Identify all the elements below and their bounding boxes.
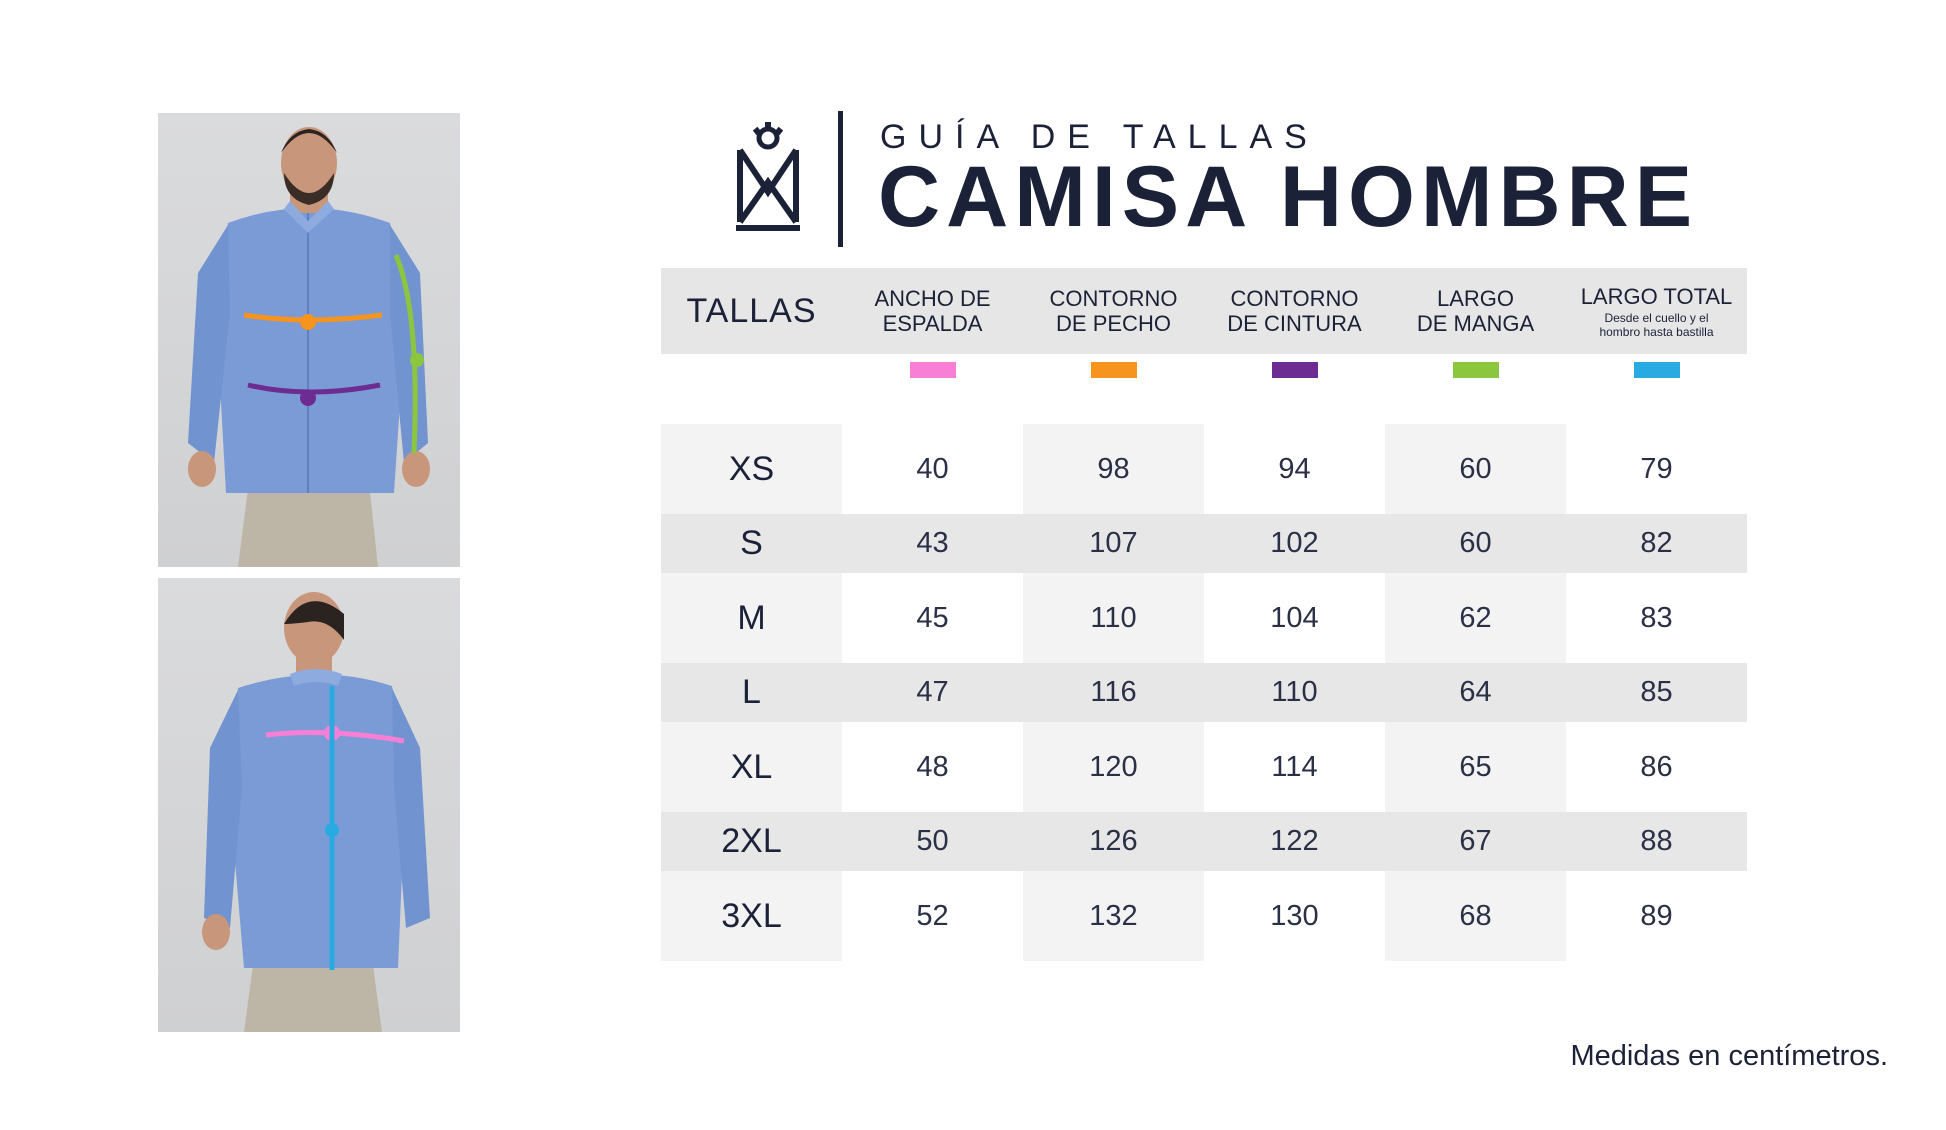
- color-swatches: [661, 362, 1747, 388]
- swatch-ancho-espalda: [909, 362, 956, 378]
- value-cell: 45: [842, 573, 1023, 663]
- header-largo-total-note: Desde el cuello y el hombro hasta bastil…: [1599, 310, 1714, 339]
- value-cell: 68: [1385, 871, 1566, 961]
- swatch-contorno-cintura: [1271, 362, 1318, 378]
- size-cell: 3XL: [661, 871, 842, 961]
- value-cell: 65: [1385, 722, 1566, 812]
- header-largo-total: LARGO TOTAL Desde el cuello y el hombro …: [1580, 283, 1733, 339]
- value-cell: 122: [1204, 812, 1385, 871]
- brand-logo: [732, 122, 804, 234]
- table-row: 3XL 52 132 130 68 89: [661, 871, 1747, 961]
- value-cell: 50: [842, 812, 1023, 871]
- table-row: S 43 107 102 60 82: [661, 514, 1747, 573]
- units-note: Medidas en centímetros.: [1570, 1040, 1888, 1072]
- value-cell: 120: [1023, 722, 1204, 812]
- front-shirt-illustration: [188, 127, 430, 567]
- value-cell: 88: [1566, 812, 1747, 871]
- value-cell: 40: [842, 424, 1023, 514]
- value-cell: 104: [1204, 573, 1385, 663]
- table-row: M 45 110 104 62 83: [661, 573, 1747, 663]
- table-body: XS 40 98 94 60 79 S 43 107 102 60 82 M 4…: [661, 424, 1747, 961]
- header-largo-manga: LARGO DE MANGA: [1416, 286, 1535, 336]
- value-cell: 110: [1023, 573, 1204, 663]
- back-shirt-illustration: [202, 592, 430, 1032]
- guide-subtitle: GUÍA DE TALLAS: [880, 118, 1319, 156]
- value-cell: 62: [1385, 573, 1566, 663]
- size-table: TALLAS ANCHO DE ESPALDA CONTORNO DE PECH…: [661, 268, 1747, 961]
- value-cell: 48: [842, 722, 1023, 812]
- value-cell: 60: [1385, 424, 1566, 514]
- header-divider: [838, 111, 843, 247]
- value-cell: 79: [1566, 424, 1747, 514]
- value-cell: 114: [1204, 722, 1385, 812]
- value-cell: 52: [842, 871, 1023, 961]
- header-contorno-cintura: CONTORNO DE CINTURA: [1227, 286, 1362, 336]
- value-cell: 43: [842, 514, 1023, 573]
- header-contorno-pecho: CONTORNO DE PECHO: [1049, 286, 1178, 336]
- header-ancho-espalda: ANCHO DE ESPALDA: [874, 286, 991, 336]
- value-cell: 116: [1023, 663, 1204, 722]
- value-cell: 98: [1023, 424, 1204, 514]
- value-cell: 86: [1566, 722, 1747, 812]
- front-model-photo: [158, 113, 460, 567]
- table-row: XS 40 98 94 60 79: [661, 424, 1747, 514]
- table-row: 2XL 50 126 122 67 88: [661, 812, 1747, 871]
- value-cell: 132: [1023, 871, 1204, 961]
- value-cell: 107: [1023, 514, 1204, 573]
- back-model-photo: [158, 578, 460, 1032]
- header-tallas: TALLAS: [686, 291, 817, 330]
- guide-title: CAMISA HOMBRE: [878, 149, 1699, 245]
- swatch-largo-total: [1633, 362, 1680, 378]
- size-cell: XL: [661, 722, 842, 812]
- value-cell: 60: [1385, 514, 1566, 573]
- value-cell: 82: [1566, 514, 1747, 573]
- size-cell: XS: [661, 424, 842, 514]
- value-cell: 64: [1385, 663, 1566, 722]
- value-cell: 94: [1204, 424, 1385, 514]
- value-cell: 130: [1204, 871, 1385, 961]
- size-cell: 2XL: [661, 812, 842, 871]
- value-cell: 85: [1566, 663, 1747, 722]
- table-row: XL 48 120 114 65 86: [661, 722, 1747, 812]
- size-cell: S: [661, 514, 842, 573]
- value-cell: 47: [842, 663, 1023, 722]
- value-cell: 102: [1204, 514, 1385, 573]
- table-header: TALLAS ANCHO DE ESPALDA CONTORNO DE PECH…: [661, 268, 1747, 354]
- brand-monogram-icon: [736, 122, 800, 231]
- value-cell: 67: [1385, 812, 1566, 871]
- swatch-largo-manga: [1452, 362, 1499, 378]
- value-cell: 110: [1204, 663, 1385, 722]
- value-cell: 89: [1566, 871, 1747, 961]
- value-cell: 126: [1023, 812, 1204, 871]
- table-row: L 47 116 110 64 85: [661, 663, 1747, 722]
- size-cell: L: [661, 663, 842, 722]
- size-cell: M: [661, 573, 842, 663]
- swatch-contorno-pecho: [1090, 362, 1137, 378]
- value-cell: 83: [1566, 573, 1747, 663]
